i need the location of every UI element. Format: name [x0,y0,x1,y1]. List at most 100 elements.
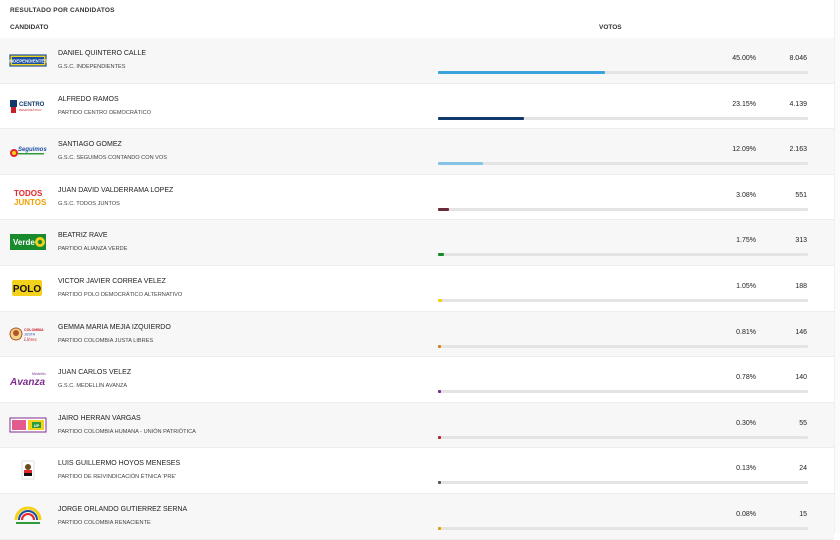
vote-count: 313 [795,237,807,245]
vote-percent: 0.13% [736,465,756,473]
candidate-row: POLO VICTOR JAVIER CORREA VELEZ PARTIDO PO… [0,266,834,312]
candidate-row: Medellín Avanza JUAN CARLOS VELEZ G.S.C. ME… [0,357,834,403]
candidate-party: PARTIDO COLOMBIA JUSTA LIBRES [58,337,154,344]
column-header-candidate: CANDIDATO [10,24,49,31]
candidate-party: PARTIDO POLO DEMOCRÁTICO ALTERNATIVO [58,292,183,298]
vote-share-fill [438,253,445,257]
vote-share-bar [438,207,808,211]
vote-share-fill [438,116,524,120]
vote-share-fill [438,71,605,74]
candidate-row: INDEPENDIENTES DANIEL QUINTERO CALLE G.S.C… [0,38,834,84]
candidate-name: LUIS GUILLERMO HOYOS MENESES [58,460,181,468]
svg-text:INDEPENDIENTES: INDEPENDIENTES [9,59,48,64]
vote-share-fill [438,527,441,530]
vote-share-bar [438,162,808,166]
vote-percent: 12.09% [732,146,756,154]
candidate-name: GEMMA MARIA MEJIA IZQUIERDO [58,323,171,331]
candidate-name: BEATRIZ RAVE [58,232,108,240]
vote-share-bar [438,299,808,302]
vote-share-fill [438,299,442,302]
svg-text:Verde: Verde [13,238,35,247]
svg-text:Libres: Libres [23,338,37,343]
candidate-name: SANTIAGO GOMEZ [58,141,122,149]
candidate-name: ALFREDO RAMOS [58,95,119,103]
seguimos-logo: Seguimos [8,140,48,162]
centro-democratico-logo: CENTRO DEMOCRÁTICO [8,95,48,117]
vote-count: 4.139 [789,100,807,108]
independientes-logo: INDEPENDIENTES [8,49,48,71]
vote-percent: 0.81% [736,328,756,336]
section-title: RESULTADO POR CANDIDATOS [10,7,115,14]
svg-text:Avanza: Avanza [9,377,45,388]
vote-percent: 23.15% [732,100,756,108]
candidate-name: JORGE ORLANDO GUTIERREZ SERNA [58,506,188,513]
vote-share-fill [438,435,441,439]
vote-percent: 45.00% [732,55,756,62]
todos-juntos-logo: TODOS JUNTOS [8,186,48,208]
vote-share-fill [438,481,441,485]
vote-share-bar [438,71,808,74]
candidate-party: PARTIDO CENTRO DEMOCRÁTICO [58,109,152,116]
candidate-party: G.S.C. TODOS JUNTOS [58,200,120,207]
svg-text:TODOS: TODOS [14,189,43,198]
svg-text:COLOMBIA: COLOMBIA [24,328,44,332]
vote-percent: 0.30% [736,419,756,427]
vote-count: 55 [799,419,807,427]
vote-count: 551 [795,191,807,199]
vote-share-fill [438,207,450,211]
vote-share-fill [438,390,441,394]
candidate-row: Seguimos SANTIAGO GOMEZ G.S.C. SEGUIMOS CO… [0,129,834,175]
svg-text:UP: UP [34,423,40,428]
vote-share-bar [438,390,808,394]
candidate-party: PARTIDO DE REIVINDICACIÓN ÉTNICA 'PRE' [58,474,177,481]
vote-count: 146 [795,328,807,336]
vote-share-bar [438,253,808,257]
colombia-renaciente-logo [8,505,48,527]
vote-share-bar [438,344,808,348]
vote-share-fill [438,344,441,348]
candidate-row: LUIS GUILLERMO HOYOS MENESES PARTIDO DE R… [0,448,834,494]
vote-count: 2.163 [789,146,807,154]
scrollbar[interactable] [834,0,840,533]
colombia-humana-logo: UP [8,414,48,436]
vote-percent: 0.78% [736,374,756,382]
candidate-name: JAIRO HERRAN VARGAS [58,414,141,422]
pre-logo [8,459,48,481]
svg-text:POLO: POLO [13,284,42,295]
vote-percent: 3.08% [736,191,756,199]
vote-share-fill [438,162,483,166]
candidate-row: CENTRO DEMOCRÁTICO ALFREDO RAMOS PARTIDO CE… [0,83,834,130]
candidate-row: UP JAIRO HERRAN VARGAS PARTIDO COLOMBIA HU… [0,402,834,449]
candidate-party: PARTIDO COLOMBIA RENACIENTE [58,520,151,526]
vote-share-bar [438,527,808,530]
svg-text:Medellín: Medellín [32,372,46,376]
polo-logo: POLO [8,277,48,299]
vote-percent: 1.05% [736,283,756,290]
column-header-votes: VOTOS [599,24,622,31]
candidate-name: JUAN CARLOS VELEZ [58,369,132,377]
vote-share-bar [438,435,808,439]
candidate-name: VICTOR JAVIER CORREA VELEZ [58,278,166,285]
vote-count: 15 [799,511,807,518]
vote-percent: 0.08% [736,511,756,518]
svg-text:JUNTOS: JUNTOS [14,198,47,207]
vote-count: 24 [799,465,807,473]
vote-share-bar [438,481,808,485]
candidate-row: TODOS JUNTOS JUAN DAVID VALDERRAMA LOPEZ G.… [0,174,834,221]
candidate-row: Verde BEATRIZ RAVE PARTIDO ALIANZA VERDE 1.… [0,220,834,266]
candidate-party: G.S.C. SEGUIMOS CONTANDO CON VOS [58,155,167,162]
svg-text:JUSTA: JUSTA [24,332,36,336]
medellin-avanza-logo: Medellín Avanza [8,368,48,390]
candidate-row: COLOMBIA JUSTA Libres GEMMA MARIA MEJIA IZQ… [0,311,834,358]
vote-share-bar [438,116,808,120]
candidate-party: G.S.C. MEDELLÍN AVANZA [58,383,128,390]
svg-text:CENTRO: CENTRO [19,102,45,108]
svg-text:Seguimos: Seguimos [18,147,47,153]
candidate-party: PARTIDO ALIANZA VERDE [58,246,128,253]
vote-count: 140 [795,374,807,382]
candidate-name: JUAN DAVID VALDERRAMA LOPEZ [58,186,174,194]
vote-count: 188 [795,283,807,290]
candidate-party: PARTIDO COLOMBIA HUMANA - UNIÓN PATRIÓTI… [58,428,196,435]
candidate-party: G.S.C. INDEPENDIENTES [58,64,126,70]
svg-text:DEMOCRÁTICO: DEMOCRÁTICO [19,108,42,112]
